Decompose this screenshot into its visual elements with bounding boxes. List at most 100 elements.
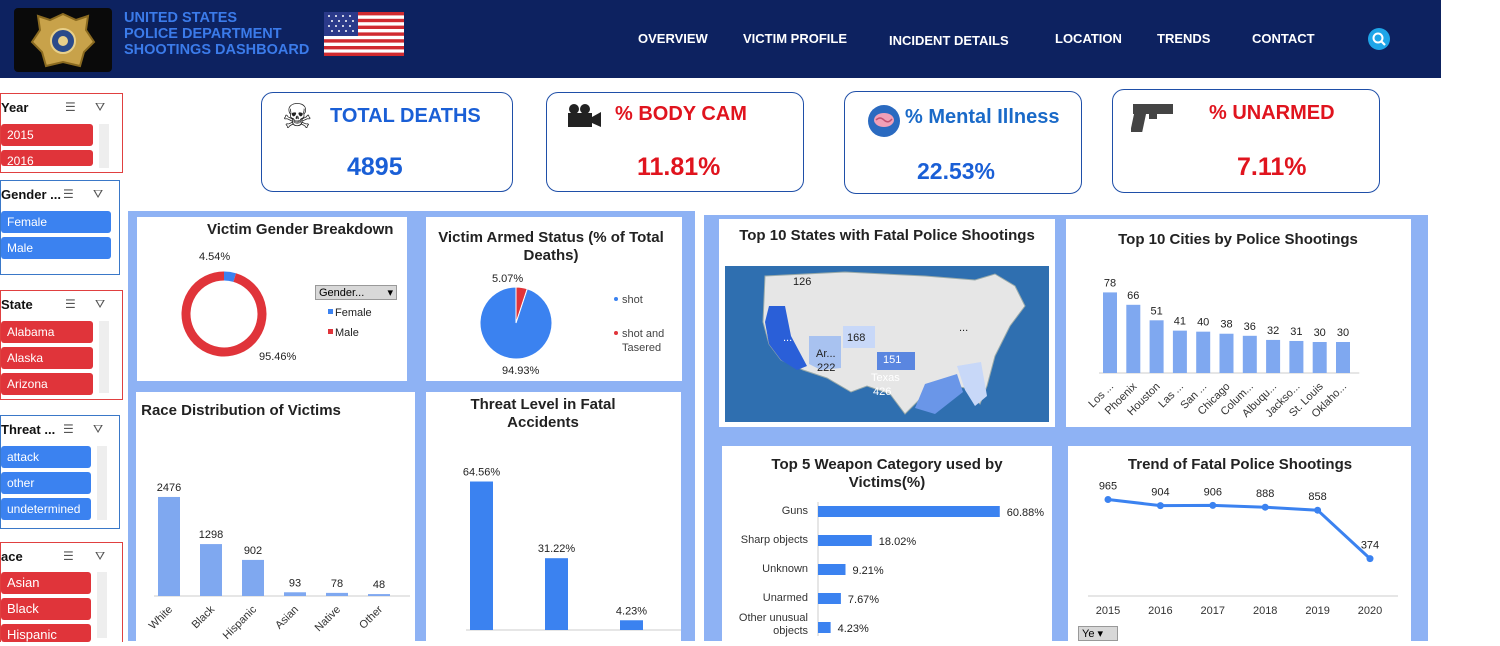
chart-title: Top 10 States with Fatal Police Shooting… [739, 227, 1035, 244]
chart-title: Race Distribution of Victims [141, 402, 341, 419]
trend-chart-card: Trend of Fatal Police Shootings 965 2015 9… [1068, 446, 1411, 641]
scrollbar[interactable] [99, 321, 109, 393]
nav-contact[interactable]: CONTACT [1252, 31, 1315, 46]
data-label: 888 [1256, 488, 1274, 500]
data-label: 1298 [199, 529, 223, 541]
map-label-ok: 151 [883, 354, 902, 366]
scrollbar[interactable] [97, 572, 107, 638]
bar-st-louis [1312, 342, 1327, 373]
clear-filter-icon[interactable]: ⛛ [95, 100, 106, 114]
nav-incident-details[interactable]: INCIDENT DETAILS [889, 33, 1009, 48]
map-label-ca: ... [783, 332, 793, 344]
map-label-tx-name: Texas [871, 372, 900, 384]
slicer-item-attack[interactable]: attack [1, 446, 91, 468]
kpi-label: TOTAL DEATHS [330, 105, 481, 127]
map-label-az: 222 [817, 362, 836, 374]
nav-trends[interactable]: TRENDS [1157, 31, 1211, 46]
scrollbar[interactable] [99, 124, 109, 168]
data-label: 51 [1150, 305, 1162, 317]
kpi-label: % BODY CAM [615, 103, 747, 125]
year-filter-dropdown[interactable]: Ye ▾ [1078, 626, 1118, 641]
legend-label: shot [622, 294, 643, 306]
slicer-item-arizona[interactable]: Arizona [1, 373, 93, 395]
slicer-item-undetermined[interactable]: undetermined [1, 498, 91, 520]
bar-black [200, 544, 222, 596]
multi-select-icon[interactable]: ☰ [63, 422, 74, 436]
gender-slicer: Gender ... ☰ ⛛ Female Male [0, 180, 120, 275]
bar-chicago [1219, 333, 1234, 373]
data-label: 66 [1127, 290, 1139, 302]
kpi-value: 7.11% [1237, 153, 1307, 181]
clear-filter-icon[interactable]: ⛛ [93, 422, 104, 436]
legend-label: Tasered [622, 342, 661, 354]
texas-region [915, 374, 963, 414]
oklahoma-region [877, 352, 915, 370]
tick-label: Other unusual [739, 612, 808, 624]
slicer-item-alaska[interactable]: Alaska [1, 347, 93, 369]
clear-filter-icon[interactable]: ⛛ [95, 297, 106, 311]
kpi-value: 22.53% [917, 158, 996, 184]
data-label: 374 [1361, 540, 1379, 552]
bar-guns [818, 506, 1000, 517]
legend-label: Male [335, 327, 359, 339]
gender-filter-dropdown[interactable]: Gender... ▾ [315, 285, 397, 300]
map-label-tx: 426 [873, 386, 892, 398]
nav-overview[interactable]: OVERVIEW [638, 31, 708, 46]
multi-select-icon[interactable]: ☰ [63, 549, 74, 563]
multi-select-icon[interactable]: ☰ [65, 297, 76, 311]
data-label: 31.22% [538, 543, 576, 555]
slicer-item-black[interactable]: Black [1, 598, 91, 620]
search-icon[interactable] [1368, 28, 1390, 50]
legend-swatch [328, 329, 333, 334]
slicer-item-female[interactable]: Female [1, 211, 111, 233]
slicer-item-2016[interactable]: 2016 [1, 150, 93, 168]
threat-slicer-title: Threat ... [1, 422, 56, 437]
bar-other [545, 558, 568, 630]
slicer-item-male[interactable]: Male [1, 237, 111, 259]
clear-filter-icon[interactable]: ⛛ [93, 187, 104, 201]
tick-label: 2020 [1358, 605, 1382, 617]
slicer-item-asian[interactable]: Asian [1, 572, 91, 594]
map-label-wa: 126 [793, 276, 812, 288]
tick-label: 2018 [1253, 605, 1277, 617]
nav-victim-profile[interactable]: VICTIM PROFILE [743, 31, 847, 46]
scrollbar[interactable] [97, 446, 107, 520]
chart-title: Victim Gender Breakdown [207, 221, 394, 238]
data-point-2018 [1261, 503, 1269, 511]
us-map[interactable]: 126 ... Ar... 222 168 151 Texas 426 ... [725, 266, 1049, 422]
slicer-item-other[interactable]: other [1, 472, 91, 494]
kpi-value: 4895 [347, 153, 403, 181]
data-point-2020 [1366, 555, 1374, 563]
year-slicer: Year ☰ ⛛ 2015 2016 [0, 93, 123, 173]
state-slicer: State ☰ ⛛ Alabama Alaska Arizona [0, 290, 123, 400]
data-label: 9.21% [852, 565, 883, 577]
multi-select-icon[interactable]: ☰ [63, 187, 74, 201]
donut-slice-male [181, 271, 267, 357]
tick-label: Sharp objects [741, 534, 809, 546]
tick-label: Other [357, 603, 385, 631]
map-label-co: 168 [847, 332, 866, 344]
top-banner [0, 0, 1441, 78]
bar-unknown [818, 564, 846, 575]
race-chart-card: Race Distribution of Victims 2476 White 12… [136, 392, 415, 641]
clear-filter-icon[interactable]: ⛛ [95, 549, 106, 563]
data-label: 902 [244, 545, 262, 557]
gender-slicer-title: Gender ... [1, 187, 61, 202]
tick-label: Unarmed [763, 592, 808, 604]
slicer-item-alabama[interactable]: Alabama [1, 321, 93, 343]
slicer-item-hispanic[interactable]: Hispanic [1, 624, 91, 642]
multi-select-icon[interactable]: ☰ [65, 100, 76, 114]
gun-icon [1130, 100, 1177, 139]
threat-slicer: Threat ... ☰ ⛛ attack other undetermined [0, 415, 120, 529]
title-line-3: SHOOTINGS DASHBOARD [124, 42, 310, 58]
race-slicer: ace ☰ ⛛ Asian Black Hispanic [0, 542, 123, 642]
bar-san- [1196, 331, 1211, 373]
tick-label: Unknown [762, 563, 808, 575]
tick-label: Asian [273, 604, 301, 632]
nav-location[interactable]: LOCATION [1055, 31, 1122, 46]
states-map-card: Top 10 States with Fatal Police Shooting… [719, 219, 1055, 427]
bar-phoenix [1126, 304, 1141, 373]
bar-white [158, 496, 180, 596]
slicer-item-2015[interactable]: 2015 [1, 124, 93, 146]
tick-label: 2017 [1201, 605, 1225, 617]
